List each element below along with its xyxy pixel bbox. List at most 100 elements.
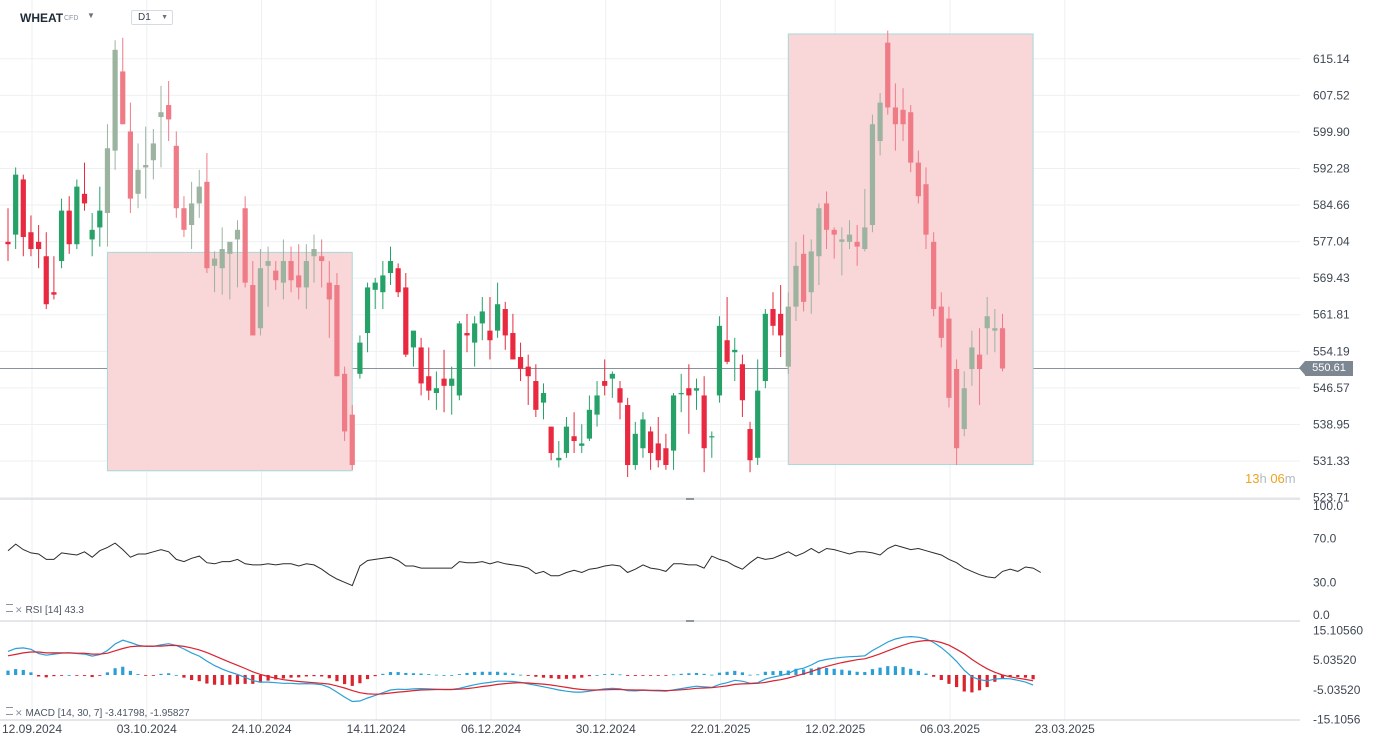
macd-histogram-bar [633, 675, 637, 676]
price-tick-label: 531.33 [1313, 454, 1350, 468]
macd-tick-label: -5.03520 [1313, 683, 1361, 697]
candle-body [349, 414, 355, 466]
macd-histogram-bar [228, 675, 232, 685]
candle [28, 215, 34, 257]
close-icon[interactable]: ✕ [15, 605, 23, 615]
price-tick-label: 569.43 [1313, 271, 1350, 285]
candle [5, 208, 11, 262]
close-icon[interactable]: ✕ [15, 708, 23, 718]
macd-tick-label: -15.1056 [1313, 713, 1361, 727]
timeframe-select[interactable]: D1 ▼ [131, 10, 173, 25]
candle-body [28, 232, 34, 250]
macd-histogram-bar [473, 672, 477, 675]
candle [357, 335, 363, 379]
candle-body [846, 234, 853, 242]
macd-histogram-bar [304, 675, 308, 677]
macd-histogram-bar [335, 675, 339, 682]
macd-histogram-bar [863, 672, 867, 675]
candle-body [456, 323, 462, 396]
macd-histogram-bar [289, 675, 293, 678]
symbol-title[interactable]: WHEAT [20, 11, 64, 25]
candle-body [693, 388, 700, 391]
candle [892, 83, 898, 151]
candle [319, 239, 325, 288]
macd-histogram-bar [419, 673, 423, 675]
candle [602, 359, 608, 396]
date-tick-label: 24.10.2024 [231, 722, 291, 736]
macd-params: [14, 30, 7] [57, 708, 103, 719]
macd-histogram-bar [388, 672, 393, 675]
macd-histogram-bar [641, 675, 645, 676]
candle [464, 313, 470, 353]
macd-histogram-bar [113, 668, 117, 675]
candle [81, 162, 88, 211]
countdown-m-unit: m [1284, 471, 1296, 486]
candle-body [288, 261, 294, 281]
candle [510, 313, 516, 360]
macd-histogram-bar [327, 675, 331, 679]
candle-body [801, 253, 807, 302]
candle [594, 381, 600, 427]
candle [961, 371, 967, 437]
candle-body [372, 282, 378, 290]
candle [472, 316, 478, 367]
candle [701, 376, 707, 473]
macd-histogram-bar [167, 673, 171, 675]
candle [43, 232, 49, 310]
macd-histogram-bar [1008, 675, 1012, 678]
date-tick-label: 23.03.2025 [1035, 722, 1095, 736]
candle-body [946, 318, 952, 398]
macd-histogram-bar [878, 667, 882, 675]
macd-histogram-bar [748, 674, 752, 676]
candle-body [640, 419, 646, 449]
candle [441, 349, 447, 413]
candle-body [617, 388, 623, 403]
panel-menu-icon[interactable] [6, 707, 13, 715]
symbol-dropdown-icon[interactable]: ▼ [87, 11, 95, 20]
candle [219, 227, 225, 295]
macd-histogram-bar [365, 675, 370, 680]
candle [755, 359, 761, 466]
candle [58, 198, 65, 269]
macd-histogram-bar [725, 671, 729, 675]
macd-histogram-bar [802, 669, 806, 675]
candle [36, 225, 42, 269]
macd-histogram-bar [220, 675, 224, 686]
date-axis: 12.09.2024 03.10.2024 24.10.2024 14.11.2024… [2, 722, 1095, 736]
macd-histogram-bar [6, 670, 10, 675]
macd-histogram-bar [281, 675, 285, 679]
candle-body [556, 457, 562, 461]
candle [931, 232, 937, 317]
candle-body [51, 292, 57, 295]
macd-histogram-bar [52, 675, 56, 677]
candle-body [334, 285, 340, 377]
candle-body [586, 409, 592, 439]
macd-value: -3.41798 [105, 708, 145, 719]
candle-body [97, 210, 103, 228]
candle-body [173, 145, 179, 209]
macd-histogram-bar [580, 675, 584, 678]
candle-body [648, 431, 654, 454]
macd-histogram-bar [205, 675, 209, 684]
macd-histogram-bar [404, 672, 408, 675]
macd-histogram-bar [14, 669, 18, 675]
panel-menu-icon[interactable] [6, 604, 13, 612]
candle-body [74, 186, 80, 245]
macd-histogram-bar [702, 673, 706, 675]
candle [97, 186, 103, 247]
candle-body [112, 49, 118, 151]
macd-histogram-bar [947, 675, 951, 684]
macd-histogram-bar [618, 674, 622, 676]
candle-body [778, 313, 784, 336]
candle-body [303, 261, 309, 288]
candle [364, 282, 371, 353]
macd-histogram-bar [312, 675, 316, 677]
macd-histogram-bar [603, 674, 607, 675]
macd-histogram-bar [740, 672, 744, 675]
price-tick-label: 554.19 [1313, 344, 1350, 358]
candle [143, 126, 149, 199]
candle [655, 417, 661, 468]
price-tick-label: 607.52 [1313, 88, 1350, 102]
candle-body [602, 381, 608, 386]
